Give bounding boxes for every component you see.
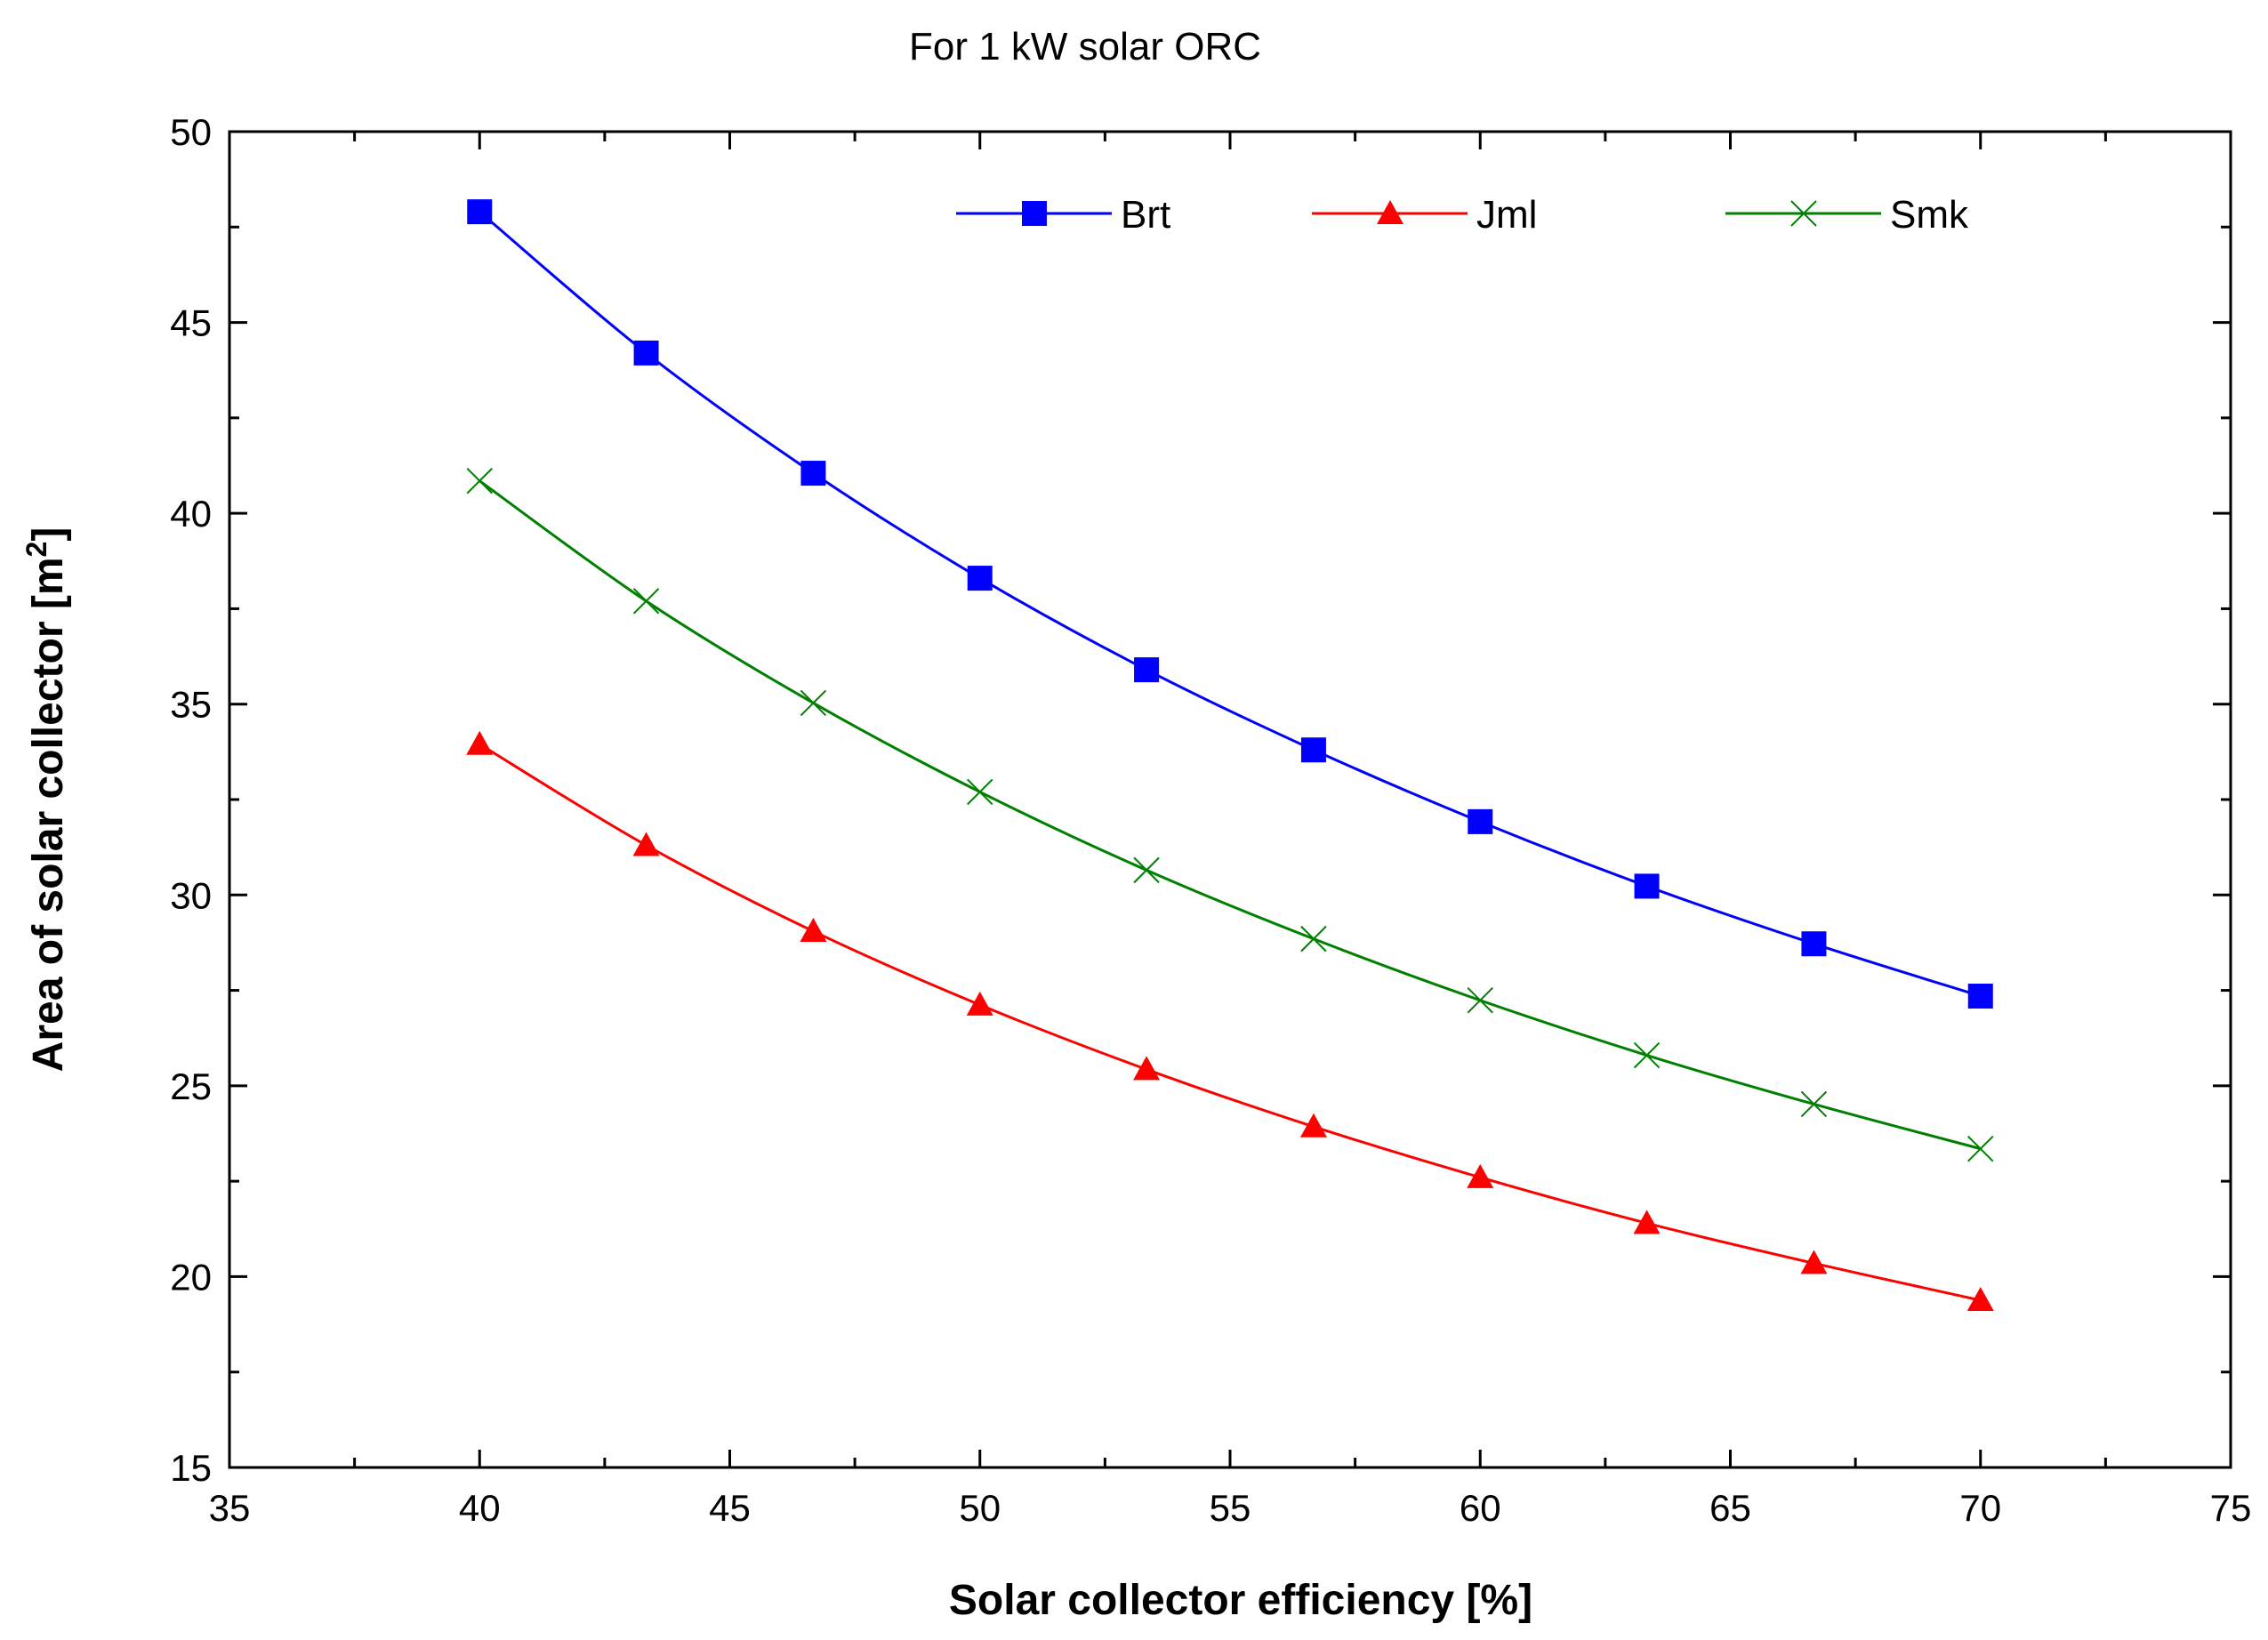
legend-label-smk: Smk (1890, 193, 1969, 237)
data-point-smk (967, 778, 993, 806)
x-tick-label: 75 (2210, 1487, 2252, 1529)
data-point-brt (1801, 931, 1827, 957)
series-smk (466, 467, 1994, 1162)
y-tick-label: 35 (170, 684, 212, 726)
legend: Brt Jml Smk (956, 193, 1969, 237)
series-line-brt (479, 210, 1982, 998)
series-line-jml (479, 743, 1982, 1302)
data-point-jml (632, 832, 660, 856)
legend-marker-brt (1022, 201, 1047, 226)
x-tick-label: 50 (959, 1487, 1001, 1529)
y-tick-label: 30 (170, 874, 212, 916)
data-point-brt (800, 461, 826, 486)
y-tick-label: 45 (170, 302, 212, 344)
y-axis-title-main: Area of solar collector [m (25, 557, 72, 1072)
series-line-smk (479, 479, 1982, 1151)
chart-title: For 1 kW solar ORC (909, 25, 1261, 68)
data-point-smk (1133, 856, 1160, 884)
tick-labels: 35 40 45 50 55 60 65 70 75 15 20 25 30 35 40 45 50 (170, 111, 2251, 1529)
data-point-smk (1800, 1090, 1828, 1118)
y-tick-label: 20 (170, 1256, 212, 1298)
y-axis-title-sup: 2 (20, 542, 52, 558)
data-point-brt (633, 340, 659, 366)
x-axis-title: Solar collector efficiency [%] (949, 1577, 1532, 1624)
data-point-smk (1300, 925, 1327, 953)
series-brt (467, 199, 1993, 1009)
legend-marker-smk (1790, 200, 1817, 227)
legend-marker-jml (1377, 200, 1403, 224)
y-tick-label: 15 (170, 1447, 212, 1489)
data-point-brt (1300, 737, 1326, 763)
data-point-jml (1299, 1113, 1327, 1138)
y-axis-title: Area of solar collector [m2] (20, 527, 72, 1073)
legend-item-jml: Jml (1312, 193, 1537, 237)
x-tick-label: 55 (1210, 1487, 1251, 1529)
y-tick-label: 50 (170, 111, 212, 153)
data-point-brt (967, 566, 993, 591)
data-point-smk (1967, 1135, 1994, 1162)
x-tick-label: 65 (1709, 1487, 1751, 1529)
series-jml (466, 730, 1994, 1312)
data-point-jml (966, 991, 993, 1016)
legend-item-brt: Brt (956, 193, 1170, 237)
y-tick-label: 25 (170, 1065, 212, 1107)
data-point-jml (1467, 1163, 1494, 1188)
data-point-brt (467, 199, 493, 225)
data-point-jml (1966, 1287, 1994, 1312)
data-point-smk (466, 467, 493, 494)
x-tick-label: 70 (1959, 1487, 2001, 1529)
x-tick-label: 45 (709, 1487, 751, 1529)
data-point-smk (1633, 1041, 1661, 1069)
data-point-smk (632, 588, 660, 615)
axis-ticks (228, 130, 2232, 1469)
legend-item-smk: Smk (1725, 193, 1969, 237)
data-point-brt (1134, 657, 1160, 683)
data-point-jml (466, 730, 494, 755)
plot-frame (228, 130, 2232, 1469)
data-point-brt (1634, 873, 1660, 899)
data-point-smk (1467, 987, 1493, 1014)
data-point-jml (1800, 1250, 1828, 1274)
y-axis-title-end: ] (25, 527, 72, 542)
x-tick-label: 60 (1460, 1487, 1501, 1529)
legend-label-jml: Jml (1476, 193, 1537, 237)
x-tick-label: 40 (459, 1487, 501, 1529)
data-point-jml (1133, 1056, 1161, 1081)
series-layer (466, 199, 1994, 1312)
data-point-brt (1967, 984, 1993, 1009)
legend-label-brt: Brt (1121, 193, 1170, 237)
data-point-brt (1468, 808, 1493, 834)
data-point-smk (800, 689, 827, 717)
data-point-jml (800, 918, 827, 943)
data-point-jml (1633, 1210, 1661, 1234)
y-tick-label: 40 (170, 493, 212, 535)
x-tick-label: 35 (209, 1487, 251, 1529)
